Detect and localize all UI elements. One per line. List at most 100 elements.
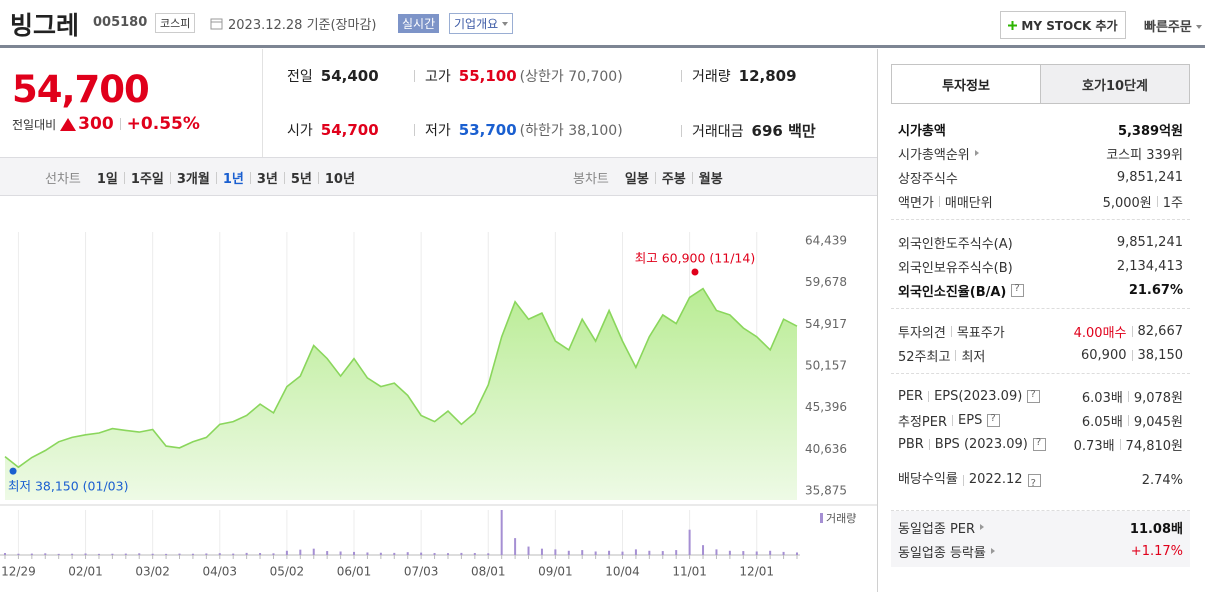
row-value: 2,134,413 bbox=[1117, 259, 1183, 274]
row-label: 외국인보유주식수(B) bbox=[898, 257, 1013, 276]
row-value: 2.74% bbox=[1142, 473, 1183, 488]
realtime-badge[interactable]: 실시간 bbox=[398, 14, 440, 33]
row-label: 배당수익률 2022.12 bbox=[898, 469, 1043, 495]
divider bbox=[952, 414, 954, 426]
help-icon[interactable] bbox=[1027, 473, 1041, 495]
label-text: 52주최고 bbox=[898, 349, 951, 365]
line-label: 선차트 bbox=[45, 172, 81, 187]
divider bbox=[215, 171, 217, 184]
volume-bar bbox=[353, 551, 356, 555]
volume-bar bbox=[272, 553, 275, 555]
x-tick-label: 06/01 bbox=[337, 565, 372, 579]
tab[interactable]: 10년 bbox=[324, 172, 355, 187]
volume-bar bbox=[728, 550, 731, 555]
volume-bar bbox=[688, 529, 691, 555]
arrow-icon[interactable] bbox=[974, 150, 979, 156]
quote-divider bbox=[262, 49, 263, 157]
help-icon[interactable] bbox=[1027, 389, 1041, 403]
invest-table: 시가총액 5,389억원 시가총액순위 코스피 339위 상장주식수 9,851,241 액… bbox=[891, 116, 1190, 567]
tab[interactable]: 1주일 bbox=[130, 172, 164, 187]
divider bbox=[928, 390, 930, 402]
row-value: 9,851,241 bbox=[1117, 170, 1183, 185]
y-tick-label: 59,678 bbox=[805, 275, 847, 289]
help-icon[interactable] bbox=[987, 413, 1001, 427]
invest-row: 외국인한도주식수(A) 9,851,241 bbox=[898, 230, 1183, 254]
row-label: 시가총액 bbox=[898, 120, 946, 139]
volume-bar bbox=[124, 553, 127, 555]
value-text: 0.73배 bbox=[1073, 438, 1115, 454]
volume-bar bbox=[796, 552, 798, 555]
row-label: 투자의견 목표주가 bbox=[898, 322, 1005, 341]
row-label: 동일업종 PER bbox=[898, 518, 985, 537]
row-value: 9,851,241 bbox=[1117, 235, 1183, 250]
divider bbox=[1127, 414, 1129, 426]
volume-bar bbox=[178, 553, 181, 555]
tab[interactable]: 3개월 bbox=[176, 172, 210, 187]
y-tick-label: 45,396 bbox=[805, 400, 847, 414]
divider bbox=[414, 70, 415, 82]
my-stock-button[interactable]: MY STOCK 추가 bbox=[1000, 11, 1126, 39]
line-chart-tabs: 선차트 1일 1주일 3개월 1년 3년 5년 10년 bbox=[45, 168, 355, 187]
value-text: 9,851,241 bbox=[1116, 234, 1183, 250]
volume-bar bbox=[581, 550, 584, 555]
volume-bar bbox=[312, 548, 315, 555]
help-icon[interactable] bbox=[1011, 283, 1025, 297]
arrow-icon[interactable] bbox=[980, 524, 985, 530]
volume-legend: 거래량 bbox=[826, 512, 856, 525]
label-text: 외국인소진율(B/A) bbox=[898, 284, 1007, 300]
price-change: 전일대비 300 +0.55% bbox=[12, 114, 200, 134]
label-text: 상장주식수 bbox=[898, 171, 958, 187]
value-text: 11.08배 bbox=[1129, 521, 1183, 537]
divider bbox=[928, 438, 930, 450]
tab[interactable]: 1년 bbox=[222, 172, 244, 187]
label-text: PER bbox=[898, 388, 924, 404]
volume-bar bbox=[151, 553, 154, 555]
tab[interactable]: 주봉 bbox=[661, 172, 686, 187]
divider bbox=[123, 171, 125, 184]
volume-bar bbox=[487, 553, 490, 555]
volume-bar bbox=[4, 553, 6, 555]
value-text: 74,810원 bbox=[1125, 438, 1183, 454]
quote-item: 저가 53,700 (하한가 38,100) bbox=[414, 120, 623, 140]
tab[interactable]: 1일 bbox=[96, 172, 118, 187]
divider bbox=[317, 171, 319, 184]
help-icon[interactable] bbox=[1032, 437, 1046, 451]
invest-row: PBR BPS (2023.09) 0.73배 74,810원 bbox=[898, 432, 1183, 456]
invest-tab[interactable]: 투자정보 bbox=[891, 64, 1041, 104]
volume-bar bbox=[326, 551, 329, 555]
quote-sub: (상한가 70,700) bbox=[519, 69, 623, 85]
quick-order[interactable]: 빠른주문 bbox=[1144, 16, 1202, 35]
low-point bbox=[9, 467, 17, 475]
tab[interactable]: 3년 bbox=[256, 172, 278, 187]
price-area bbox=[5, 288, 797, 500]
volume-bar bbox=[165, 553, 168, 555]
y-tick-label: 40,636 bbox=[805, 442, 847, 456]
row-label: 액면가 매매단위 bbox=[898, 192, 993, 211]
y-tick-label: 35,875 bbox=[805, 484, 847, 498]
y-tick-label: 54,917 bbox=[805, 317, 847, 331]
volume-bar bbox=[675, 550, 678, 555]
volume-bar bbox=[527, 546, 530, 555]
value-text: 5,000원 bbox=[1102, 195, 1152, 211]
value-text: 9,045원 bbox=[1133, 414, 1183, 430]
tab[interactable]: 5년 bbox=[290, 172, 312, 187]
volume-bar bbox=[608, 550, 611, 555]
calendar-icon bbox=[210, 18, 223, 30]
invest-row: 동일업종 등락률 +1.17% bbox=[898, 539, 1183, 563]
volume-legend-swatch bbox=[820, 513, 823, 523]
quote-item: 전일 54,400 bbox=[287, 66, 379, 86]
label-text: 2022.12 bbox=[968, 472, 1023, 487]
arrow-icon[interactable] bbox=[990, 548, 995, 554]
volume-bar bbox=[540, 548, 543, 555]
label-text: 액면가 bbox=[898, 195, 934, 211]
tab[interactable]: 일봉 bbox=[624, 172, 649, 187]
volume-bar bbox=[648, 550, 651, 555]
tab[interactable]: 월봉 bbox=[698, 172, 723, 187]
row-value: 21.67% bbox=[1129, 283, 1183, 298]
invest-tab[interactable]: 호가10단계 bbox=[1041, 64, 1190, 104]
label-text: BPS (2023.09) bbox=[934, 436, 1028, 452]
invest-row: 외국인보유주식수(B) 2,134,413 bbox=[898, 254, 1183, 278]
volume-bar bbox=[232, 553, 235, 555]
company-info-button[interactable]: 기업개요 bbox=[449, 13, 514, 34]
